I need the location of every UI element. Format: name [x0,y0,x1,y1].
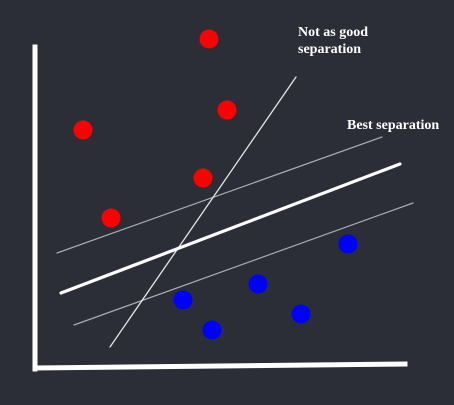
lower-margin-line [74,203,413,325]
blue-point [292,305,311,324]
red-point [194,169,213,188]
poor-separation-label-line-2: separation [298,41,368,58]
blue-point [249,275,268,294]
blue-point [174,291,193,310]
red-point [102,209,121,228]
red-point [74,121,93,140]
best-separation-label: Best separation [347,117,439,134]
poor-separation-label: Not as good separation [298,24,368,58]
red-point [200,30,219,49]
upper-margin-line [57,137,382,253]
axes [35,47,405,369]
blue-point [203,321,222,340]
red-point [218,101,237,120]
poor-separation-label-line-1: Not as good [298,24,368,41]
x-axis [35,364,405,368]
best-separation-line [61,164,400,293]
blue-point [339,235,358,254]
poor-separation-line [110,77,296,347]
data-points [74,30,358,340]
